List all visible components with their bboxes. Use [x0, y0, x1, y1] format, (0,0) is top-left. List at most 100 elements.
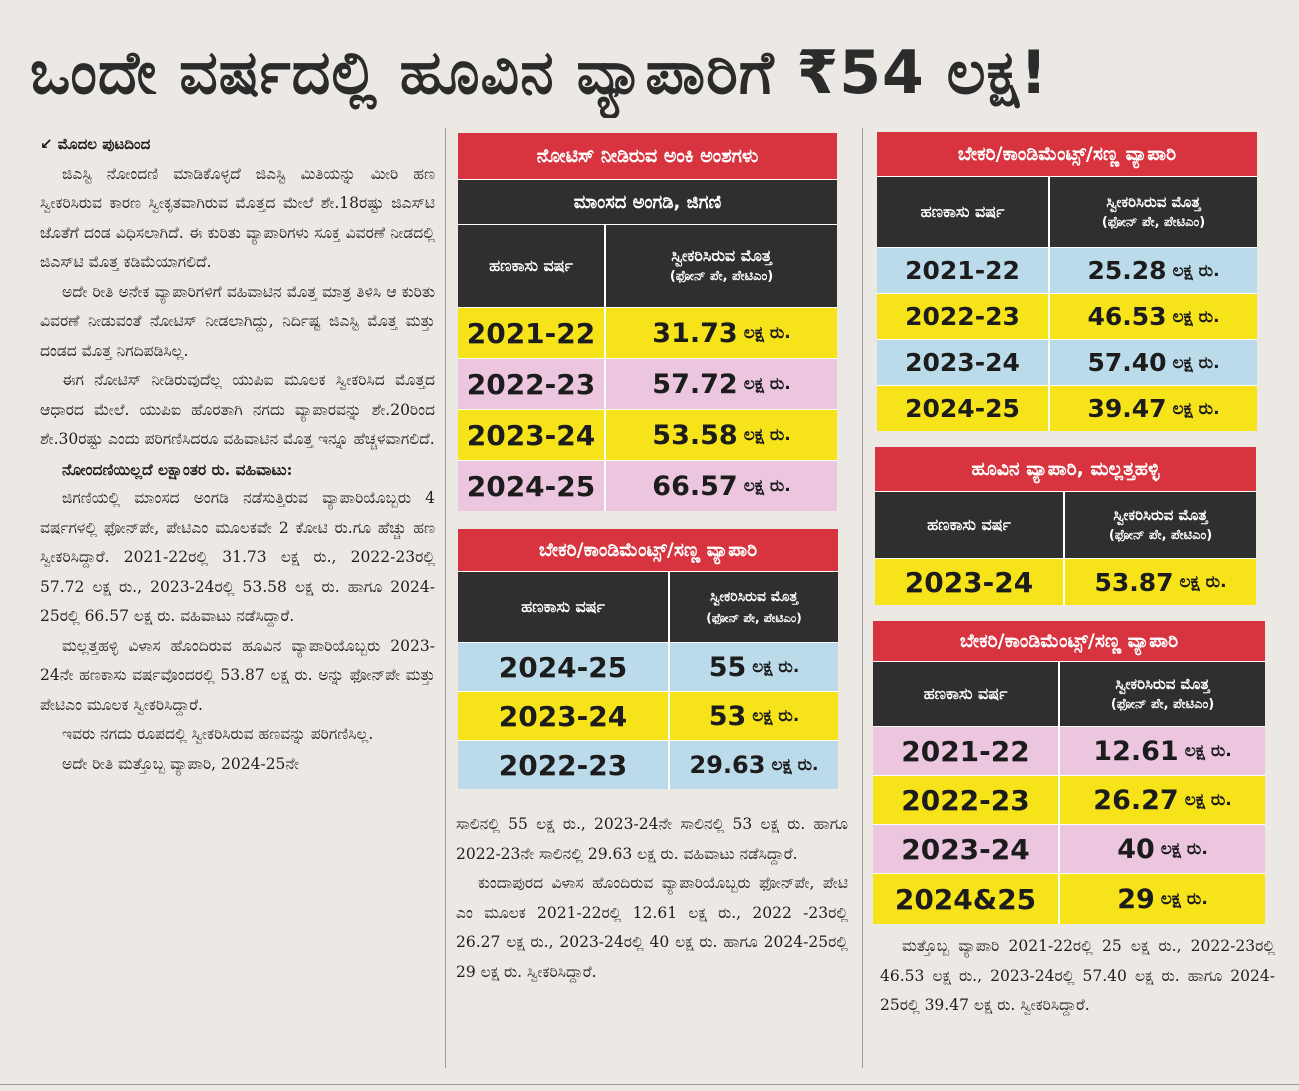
unit-label: ಲಕ್ಷ ರು. — [743, 476, 791, 496]
col-amount-sublabel: (ಫೋನ್ ಪೇ, ಪೇಟಿಎಂ) — [669, 269, 774, 284]
amount-cell: 31.73 ಲಕ್ಷ ರು. — [606, 308, 837, 358]
amount-cell: 53 ಲಕ್ಷ ರು. — [670, 692, 838, 740]
table-bakery-middle: ಬೇಕರಿ/ಕಾಂಡಿಮೆಂಟ್ಸ್/ಸಣ್ಣ ವ್ಯಾಪಾರಿ ಹಣಕಾಸು … — [458, 529, 838, 789]
page-bottom-rule — [0, 1084, 1299, 1085]
table-row: 2022-23 46.53 ಲಕ್ಷ ರು. — [877, 293, 1257, 339]
table-header: ಹಣಕಾಸು ವರ್ಷ ಸ್ವೀಕರಿಸಿರುವ ಮೊತ್ತ (ಫೋನ್ ಪೇ,… — [458, 572, 838, 642]
year-cell: 2024-25 — [458, 643, 670, 691]
paragraph: ಜಿಗಣಿಯಲ್ಲಿ ಮಾಂಸದ ಅಂಗಡಿ ನಡೆಸುತ್ತಿರುವ ವ್ಯಾ… — [40, 489, 435, 625]
col-amount-label: ಸ್ವೀಕರಿಸಿರುವ ಮೊತ್ತ — [710, 589, 798, 605]
table-row: 2023-24 57.40 ಲಕ್ಷ ರು. — [877, 339, 1257, 385]
unit-label: ಲಕ್ಷ ರು. — [1172, 352, 1220, 373]
unit-label: ಲಕ್ಷ ರು. — [743, 323, 791, 343]
column-divider — [445, 128, 446, 1068]
col-year-label: ಹಣಕಾಸು ವರ್ಷ — [521, 597, 605, 616]
unit-label: ಲಕ್ಷ ರು. — [771, 755, 819, 775]
col-year-header: ಹಣಕಾಸು ವರ್ಷ — [873, 662, 1060, 726]
amount-cell: 29.63 ಲಕ್ಷ ರು. — [670, 741, 838, 789]
table-row: 2022-23 26.27 ಲಕ್ಷ ರು. — [873, 775, 1265, 824]
amount-cell: 55 ಲಕ್ಷ ರು. — [670, 643, 838, 691]
year-cell: 2024&25 — [873, 874, 1060, 924]
col-year-label: ಹಣಕಾಸು ವರ್ಷ — [927, 515, 1011, 534]
col-year-label: ಹಣಕಾಸು ವರ್ಷ — [923, 684, 1008, 703]
year-cell: 2022-23 — [873, 776, 1060, 824]
amount-value: 31.73 — [652, 317, 738, 349]
paragraph: ಮಲ್ಲತ್ತಹಳ್ಳಿ ವಿಳಾಸ ಹೊಂದಿರುವ ಹೂವಿನ ವ್ಯಾಪಾ… — [40, 636, 435, 714]
paragraph: ಅದೇ ರೀತಿ ಮತ್ತೊಬ್ಬ ವ್ಯಾಪಾರಿ, 2024-25ನೇ — [62, 754, 300, 773]
table-row: 2023-24 53.87 ಲಕ್ಷ ರು. — [875, 558, 1256, 605]
year-cell: 2023-24 — [458, 692, 670, 740]
year-cell: 2023-24 — [875, 559, 1065, 605]
col-amount-header: ಸ್ವೀಕರಿಸಿರುವ ಮೊತ್ತ (ಫೋನ್ ಪೇ, ಪೇಟಿಎಂ) — [1060, 662, 1265, 726]
amount-value: 53.87 — [1094, 567, 1174, 597]
table-title: ಬೇಕರಿ/ಕಾಂಡಿಮೆಂಟ್ಸ್/ಸಣ್ಣ ವ್ಯಾಪಾರಿ — [458, 529, 838, 572]
col-amount-sublabel: (ಫೋನ್ ಪೇ, ಪೇಟಿಎಂ) — [1101, 215, 1206, 230]
col-amount-label: ಸ್ವೀಕರಿಸಿರುವ ಮೊತ್ತ — [1113, 506, 1208, 524]
col-year-header: ಹಣಕಾಸು ವರ್ಷ — [458, 225, 606, 307]
year-cell: 2023-24 — [873, 825, 1060, 873]
article-right-text: ಮತ್ತೊಬ್ಬ ವ್ಯಾಪಾರಿ 2021-22ರಲ್ಲಿ 25 ಲಕ್ಷ ರ… — [880, 932, 1275, 1062]
headline: ಒಂದೇ ವರ್ಷದಲ್ಲಿ ಹೂವಿನ ವ್ಯಾಪಾರಿಗೆ ₹54 ಲಕ್ಷ… — [30, 38, 1049, 108]
amount-cell: 39.47 ಲಕ್ಷ ರು. — [1050, 386, 1257, 431]
amount-cell: 12.61 ಲಕ್ಷ ರು. — [1060, 727, 1265, 775]
unit-label: ಲಕ್ಷ ರು. — [752, 706, 800, 726]
col-amount-header: ಸ್ವೀಕರಿಸಿರುವ ಮೊತ್ತ (ಫೋನ್ ಪೇ, ಪೇಟಿಎಂ) — [606, 225, 837, 307]
unit-label: ಲಕ್ಷ ರು. — [1184, 741, 1232, 761]
year-cell: 2023-24 — [877, 340, 1050, 385]
year-cell: 2024-25 — [458, 461, 606, 511]
amount-value: 29 — [1117, 883, 1155, 915]
table-title: ಬೇಕರಿ/ಕಾಂಡಿಮೆಂಟ್ಸ್/ಸಣ್ಣ ವ್ಯಾಪಾರಿ — [877, 132, 1257, 177]
amount-cell: 25.28 ಲಕ್ಷ ರು. — [1050, 248, 1257, 293]
year-cell: 2022-23 — [458, 359, 606, 409]
col-amount-label: ಸ್ವೀಕರಿಸಿರುವ ಮೊತ್ತ — [671, 246, 772, 265]
amount-value: 53.58 — [652, 419, 738, 451]
year-cell: 2023-24 — [458, 410, 606, 460]
amount-value: 40 — [1117, 833, 1155, 865]
paragraph: ಕುಂದಾಪುರದ ವಿಳಾಸ ಹೊಂದಿರುವ ವ್ಯಾಪಾರಿಯೊಬ್ಬರು… — [456, 874, 848, 981]
col-year-header: ಹಣಕಾಸು ವರ್ಷ — [877, 177, 1050, 247]
year-cell: 2021-22 — [873, 727, 1060, 775]
table-row: 2023-24 53.58 ಲಕ್ಷ ರು. — [458, 409, 837, 460]
table-bakery-right-bottom: ಬೇಕರಿ/ಕಾಂಡಿಮೆಂಟ್ಸ್/ಸಣ್ಣ ವ್ಯಾಪಾರಿ ಹಣಕಾಸು … — [873, 621, 1265, 924]
unit-label: ಲಕ್ಷ ರು. — [1172, 306, 1220, 327]
year-cell: 2021-22 — [458, 308, 606, 358]
table-subtitle: ಮಾಂಸದ ಅಂಗಡಿ, ಜಿಗಣಿ — [458, 180, 837, 225]
table-row: 2021-22 25.28 ಲಕ್ಷ ರು. — [877, 247, 1257, 293]
article-left-column: ↙ ಮೊದಲ ಪುಟದಿಂದ ಜಿಎಸ್ಟಿ ನೋಂದಣಿ ಮಾಡಿಕೊಳ್ಳದ… — [40, 130, 435, 1070]
amount-value: 66.57 — [652, 470, 738, 502]
table-row: 2024&25 29 ಲಕ್ಷ ರು. — [873, 873, 1265, 924]
amount-value: 46.53 — [1087, 302, 1167, 331]
continued-from-front-page: ↙ ಮೊದಲ ಪುಟದಿಂದ — [40, 135, 151, 153]
amount-value: 55 — [708, 651, 747, 683]
table-header: ಹಣಕಾಸು ವರ್ಷ ಸ್ವೀಕರಿಸಿರುವ ಮೊತ್ತ (ಫೋನ್ ಪೇ,… — [458, 225, 837, 307]
unit-label: ಲಕ್ಷ ರು. — [1172, 260, 1220, 281]
col-amount-label: ಸ್ವೀಕರಿಸಿರುವ ಮೊತ್ತ — [1106, 193, 1201, 211]
table-meat-shop: ನೋಟಿಸ್ ನೀಡಿರುವ ಅಂಕಿ ಅಂಶಗಳು ಮಾಂಸದ ಅಂಗಡಿ, … — [458, 133, 837, 511]
amount-cell: 53.87 ಲಕ್ಷ ರು. — [1065, 559, 1256, 605]
unit-label: ಲಕ್ಷ ರು. — [752, 657, 800, 677]
amount-cell: 26.27 ಲಕ್ಷ ರು. — [1060, 776, 1265, 824]
col-amount-sublabel: (ಫೋನ್ ಪೇ, ಪೇಟಿಎಂ) — [706, 611, 802, 625]
col-amount-sublabel: (ಫೋನ್ ಪೇ, ಪೇಟಿಎಂ) — [1108, 528, 1213, 543]
paragraph: ಜಿಎಸ್ಟಿ ನೋಂದಣಿ ಮಾಡಿಕೊಳ್ಳದೆ ಜಿಎಸ್ಟಿ ಮಿತಿಯ… — [40, 164, 435, 272]
unit-label: ಲಕ್ಷ ರು. — [1172, 398, 1220, 419]
amount-cell: 29 ಲಕ್ಷ ರು. — [1060, 874, 1265, 924]
paragraph: ಇವರು ನಗದು ರೂಪದಲ್ಲಿ ಸ್ವೀಕರಿಸಿರುವ ಹಣವನ್ನು … — [62, 725, 374, 743]
paragraph: ಸಾಲಿನಲ್ಲಿ 55 ಲಕ್ಷ ರು., 2023-24ನೇ ಸಾಲಿನಲ್… — [456, 815, 848, 863]
table-row: 2023-24 53 ಲಕ್ಷ ರು. — [458, 691, 838, 740]
continued-label: ಮೊದಲ ಪುಟದಿಂದ — [57, 135, 151, 153]
table-title: ನೋಟಿಸ್ ನೀಡಿರುವ ಅಂಕಿ ಅಂಶಗಳು — [458, 133, 837, 180]
amount-cell: 46.53 ಲಕ್ಷ ರು. — [1050, 294, 1257, 339]
table-row: 2024-25 55 ಲಕ್ಷ ರು. — [458, 642, 838, 691]
table-header: ಹಣಕಾಸು ವರ್ಷ ಸ್ವೀಕರಿಸಿರುವ ಮೊತ್ತ (ಫೋನ್ ಪೇ,… — [875, 492, 1256, 558]
amount-cell: 57.40 ಲಕ್ಷ ರು. — [1050, 340, 1257, 385]
unit-label: ಲಕ್ಷ ರು. — [1184, 790, 1232, 810]
table-row: 2024-25 66.57 ಲಕ್ಷ ರು. — [458, 460, 837, 511]
table-row: 2023-24 40 ಲಕ್ಷ ರು. — [873, 824, 1265, 873]
amount-cell: 53.58 ಲಕ್ಷ ರು. — [606, 410, 837, 460]
table-row: 2022-23 29.63 ಲಕ್ಷ ರು. — [458, 740, 838, 789]
year-cell: 2022-23 — [458, 741, 670, 789]
col-amount-label: ಸ್ವೀಕರಿಸಿರುವ ಮೊತ್ತ — [1115, 675, 1210, 693]
unit-label: ಲಕ್ಷ ರು. — [1160, 889, 1208, 909]
unit-label: ಲಕ್ಷ ರು. — [743, 374, 791, 394]
